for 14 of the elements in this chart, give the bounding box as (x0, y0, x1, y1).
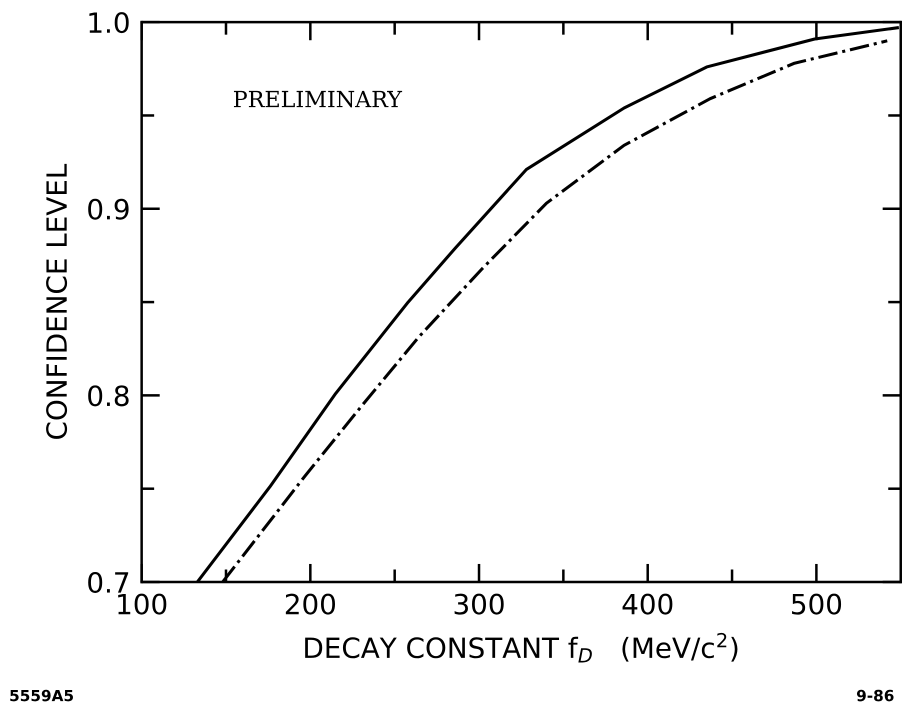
y-axis-title: CONFIDENCE LEVEL (46, 164, 68, 439)
x-tick-label: 300 (454, 594, 504, 615)
y-tick-label: 0.8 (88, 385, 129, 406)
y-tick-label: 0.9 (88, 198, 129, 220)
y-tick-label: 0.7 (88, 572, 128, 593)
y-tick-label: 1.0 (89, 12, 129, 34)
text: DECAY CONSTANT f$_{D}$ (MeV/c$^{2}$) (305, 632, 738, 662)
x-tick-label: 500 (792, 594, 842, 615)
annotation: PRELIMINARY (234, 90, 402, 108)
x-tick-label: 400 (622, 594, 672, 615)
text: 5559A5 (10, 690, 73, 702)
x-tick-label: 200 (286, 594, 335, 615)
text: 9-86 (856, 690, 894, 702)
x-tick-label: 100 (118, 594, 166, 615)
